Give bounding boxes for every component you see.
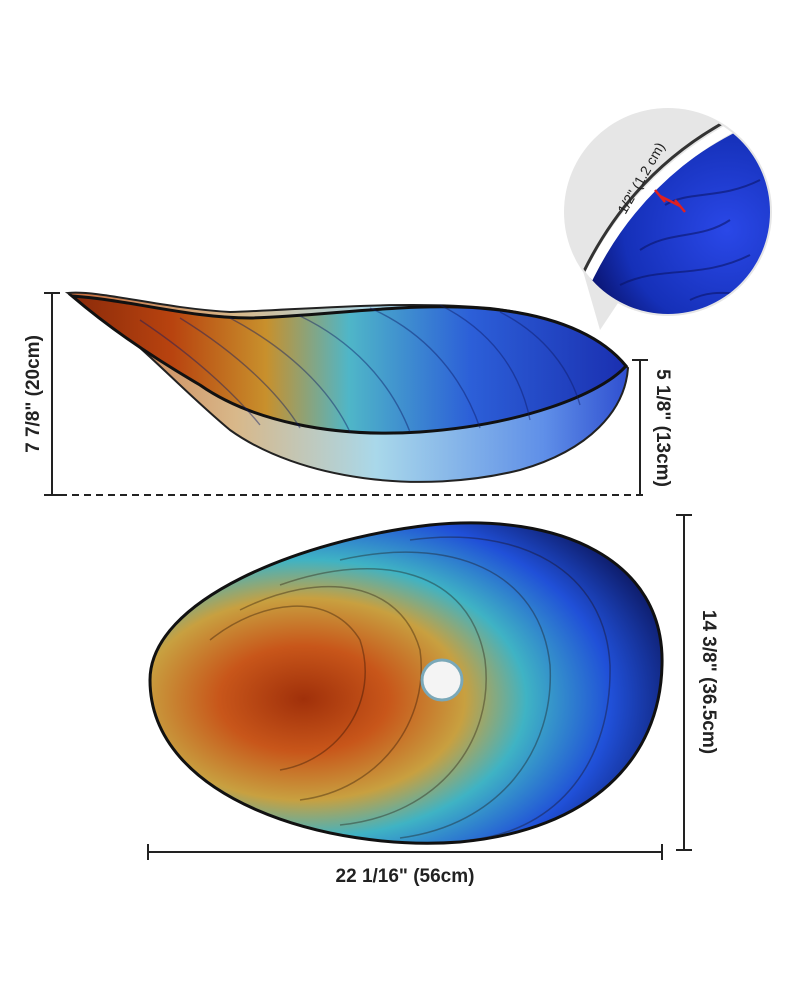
top-view-bowl: [148, 521, 664, 845]
side-view-ripples: [139, 304, 581, 433]
width-label: 14 3/8" (36.5cm): [698, 609, 719, 755]
total-height-label: 7 7/8" (20cm): [23, 335, 44, 453]
side-view: [64, 291, 630, 483]
rim-detail: [564, 108, 772, 330]
dimension-lines: [44, 292, 692, 860]
side-view-bowl-inner: [67, 294, 628, 435]
top-view: [148, 521, 664, 845]
rim-thickness-marker: [654, 189, 686, 213]
drain-hole: [420, 658, 464, 702]
length-label: 22 1/16" (56cm): [335, 866, 475, 887]
bowl-depth-label: 5 1/8" (13cm): [652, 369, 673, 487]
top-view-ripples: [209, 536, 611, 841]
